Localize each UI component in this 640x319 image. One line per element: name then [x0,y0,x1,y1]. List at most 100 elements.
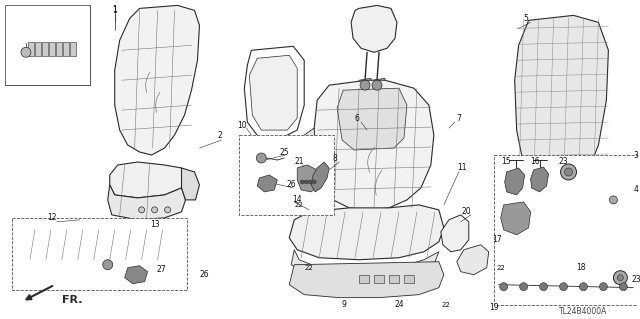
Text: 8: 8 [333,153,337,162]
Bar [404,275,414,283]
Circle shape [500,283,508,291]
Circle shape [540,283,548,291]
Text: 1: 1 [113,5,117,14]
Polygon shape [291,250,439,282]
Polygon shape [314,80,434,210]
Circle shape [152,207,157,213]
Circle shape [304,180,308,184]
Polygon shape [297,128,319,188]
Bar [70,42,76,56]
Circle shape [300,180,304,184]
Text: 19: 19 [489,303,499,312]
Polygon shape [289,205,444,260]
Text: 17: 17 [492,235,502,244]
Circle shape [257,153,266,163]
Bar [493,155,638,305]
Polygon shape [505,168,525,195]
Polygon shape [531,167,548,192]
Text: 1: 1 [113,6,117,15]
Text: 3: 3 [634,151,638,160]
Polygon shape [500,202,531,235]
Bar [12,218,186,290]
Text: 7: 7 [456,114,461,122]
Polygon shape [579,162,627,298]
Polygon shape [515,15,609,192]
Polygon shape [22,228,168,262]
Circle shape [360,80,370,90]
Polygon shape [182,168,200,200]
Circle shape [308,180,312,184]
Circle shape [21,47,31,57]
Polygon shape [359,78,371,94]
Text: FR.: FR. [61,295,82,305]
Text: 14: 14 [292,196,302,204]
Circle shape [564,168,573,176]
Circle shape [164,207,170,213]
Bar [56,42,62,56]
Text: 26: 26 [287,181,296,189]
Polygon shape [257,175,277,192]
Text: TL24B4000A: TL24B4000A [559,307,607,316]
Bar [49,42,55,56]
Text: 11: 11 [457,163,467,173]
Text: 9: 9 [342,300,346,309]
Text: 22: 22 [442,302,450,308]
Text: 12: 12 [47,213,56,222]
Text: 22: 22 [496,265,505,271]
Text: 21: 21 [294,158,304,167]
Circle shape [600,283,607,291]
Circle shape [609,196,618,204]
Polygon shape [351,5,397,52]
Polygon shape [115,5,200,155]
Polygon shape [311,162,329,192]
Text: 6: 6 [355,114,360,122]
Polygon shape [250,55,297,130]
Circle shape [520,283,527,291]
Circle shape [139,207,145,213]
Circle shape [103,260,113,270]
Text: 2: 2 [217,130,222,140]
Text: 15: 15 [501,158,511,167]
Text: 23: 23 [559,158,568,167]
Text: 10: 10 [237,121,247,130]
Text: 22: 22 [295,202,303,208]
Circle shape [613,271,627,285]
Polygon shape [337,88,407,150]
Bar [239,135,334,215]
Text: 13: 13 [150,220,159,229]
Text: 16: 16 [530,158,540,167]
Polygon shape [514,185,547,210]
Polygon shape [125,266,148,284]
Bar [359,275,369,283]
Polygon shape [244,46,304,140]
Circle shape [561,164,577,180]
Circle shape [372,80,382,90]
Polygon shape [297,165,319,192]
Polygon shape [289,262,444,298]
Bar [63,42,69,56]
Text: 27: 27 [157,265,166,274]
Polygon shape [441,215,468,252]
Text: 4: 4 [634,185,638,194]
Text: 5: 5 [523,14,528,23]
Polygon shape [457,245,489,275]
Polygon shape [108,185,186,220]
Circle shape [559,283,568,291]
Text: 26: 26 [200,270,209,279]
Polygon shape [588,178,616,205]
Polygon shape [109,162,188,198]
Text: 25: 25 [280,147,289,157]
Circle shape [579,283,588,291]
Bar [28,42,34,56]
Bar [35,42,41,56]
Bar [389,275,399,283]
Text: 22: 22 [305,265,314,271]
Circle shape [312,180,316,184]
Text: 20: 20 [462,207,472,216]
Text: 18: 18 [576,263,585,272]
Bar [42,42,48,56]
Circle shape [620,283,627,291]
Text: 24: 24 [394,300,404,309]
Circle shape [618,275,623,281]
Bar [374,275,384,283]
